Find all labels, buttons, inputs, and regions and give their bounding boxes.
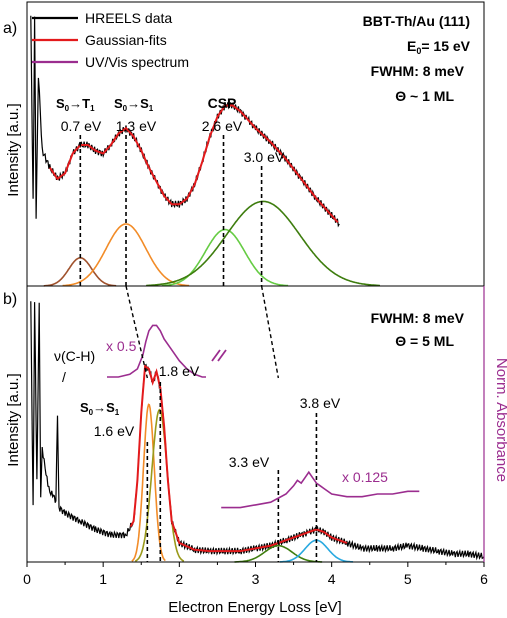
label-2-6-ev: 2.6 eV bbox=[202, 118, 243, 134]
gaussian-b-1 bbox=[134, 408, 185, 562]
panel-a-fwhm: FWHM: 8 meV bbox=[371, 63, 465, 79]
gaussian-fit-line-a bbox=[48, 104, 339, 223]
panel-b-annotations: ν(C-H) / x 0.5 x 0.125 S0→S1 1.6 eV 1.8 … bbox=[54, 338, 388, 485]
ch-stretch-pointer: / bbox=[62, 369, 66, 385]
axis-break-mark bbox=[211, 349, 227, 362]
right-y-axis-label: Norm. Absorbance bbox=[493, 358, 507, 482]
gaussian-fit-line-b bbox=[129, 364, 348, 553]
x-tick-label-1: 1 bbox=[99, 571, 107, 587]
gaussian-b-0 bbox=[131, 403, 166, 562]
panel-a-peak-labels: S0→T1 0.7 eV S0→S1 1.3 eV CSP 2.6 eV 3.0… bbox=[56, 95, 285, 165]
label-s0-t1: S0→T1 bbox=[56, 96, 95, 113]
panel-a-coverage: Θ ~ 1 ML bbox=[395, 88, 454, 104]
panel-a-info: BBT-Th/Au (111) E0= 15 eV FWHM: 8 meV Θ … bbox=[363, 13, 471, 104]
legend-label-uvvis: UV/Vis spectrum bbox=[85, 54, 189, 70]
panel-b-coverage: Θ = 5 ML bbox=[395, 333, 454, 349]
sample-title: BBT-Th/Au (111) bbox=[363, 13, 470, 29]
primary-energy: E0= 15 eV bbox=[407, 38, 471, 56]
panel-a-plot-area bbox=[30, 15, 380, 287]
panel-b: b) Intensity [a.u.] Norm. Absorbance 0 1 2… bbox=[3, 285, 507, 616]
gaussian-a-1 bbox=[62, 223, 190, 287]
scale-x0-125: x 0.125 bbox=[342, 469, 388, 485]
ch-stretch-label: ν(C-H) bbox=[54, 348, 95, 364]
label-0-7-ev: 0.7 eV bbox=[61, 118, 102, 134]
x-tick-label-4: 4 bbox=[328, 571, 336, 587]
cross-panel-connector-0 bbox=[125, 285, 149, 379]
label-s0-s1-a: S0→S1 bbox=[114, 96, 154, 113]
x-tick-label-0: 0 bbox=[23, 571, 31, 587]
x-tick-label-6: 6 bbox=[480, 571, 488, 587]
x-tick-label-3: 3 bbox=[252, 571, 260, 587]
x-tick-label-2: 2 bbox=[175, 571, 183, 587]
label-1-6-ev: 1.6 eV bbox=[94, 423, 135, 439]
x-axis-ticks: 0 1 2 3 4 5 6 bbox=[23, 562, 488, 587]
label-3-3-ev: 3.3 eV bbox=[229, 454, 270, 470]
panel-a-label: a) bbox=[3, 20, 17, 37]
panel-a: a) Intensity [a.u.] HREELS data Gaussian… bbox=[3, 1, 485, 287]
label-1-8-ev: 1.8 eV bbox=[159, 363, 200, 379]
label-s0-s1-b: S0→S1 bbox=[80, 400, 120, 417]
label-csp: CSP bbox=[208, 95, 237, 111]
panel-b-info: FWHM: 8 meV Θ = 5 ML bbox=[371, 310, 465, 349]
legend-label-fit: Gaussian-fits bbox=[85, 32, 167, 48]
legend: HREELS data Gaussian-fits UV/Vis spectru… bbox=[32, 10, 189, 70]
gaussian-a-2 bbox=[161, 228, 289, 287]
uvvis-lower-curve bbox=[221, 470, 420, 509]
gaussian-a-3 bbox=[146, 200, 380, 287]
panel-b-plot-area bbox=[30, 285, 485, 563]
label-1-3-ev: 1.3 eV bbox=[116, 118, 157, 134]
x-axis-label: Electron Energy Loss [eV] bbox=[168, 599, 341, 616]
panel-b-fwhm: FWHM: 8 meV bbox=[371, 310, 465, 326]
x-tick-label-5: 5 bbox=[404, 571, 412, 587]
legend-label-hreels: HREELS data bbox=[85, 10, 172, 26]
gaussian-b-2 bbox=[234, 544, 323, 563]
panel-a-y-axis-label: Intensity [a.u.] bbox=[5, 103, 22, 196]
panel-b-y-axis-label: Intensity [a.u.] bbox=[5, 373, 22, 466]
uvvis-upper-curve bbox=[107, 324, 206, 378]
label-3-0-ev: 3.0 eV bbox=[244, 149, 285, 165]
scale-x0-5: x 0.5 bbox=[106, 338, 137, 354]
cross-panel-connector-1 bbox=[260, 285, 280, 379]
label-3-8-ev: 3.8 eV bbox=[300, 395, 341, 411]
panel-b-label: b) bbox=[3, 291, 17, 308]
